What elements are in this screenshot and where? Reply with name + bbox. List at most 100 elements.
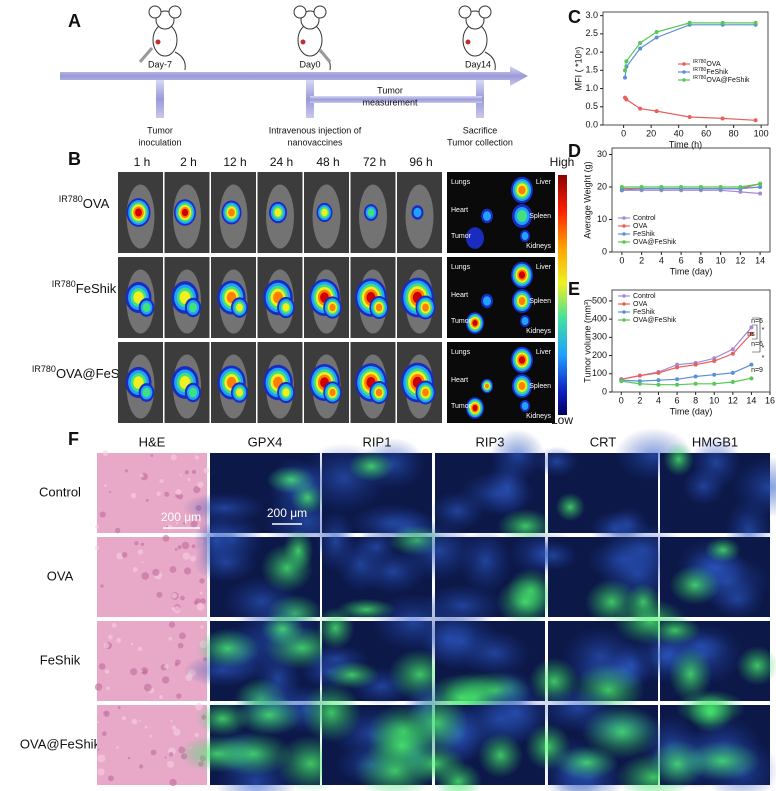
data-point <box>720 20 725 25</box>
he-texture <box>121 716 126 721</box>
data-point <box>637 381 642 386</box>
if-green <box>300 682 362 743</box>
y-tick-label: 2.0 <box>585 46 598 56</box>
if-blue <box>460 630 530 677</box>
he-texture <box>140 542 145 547</box>
signal <box>282 303 290 312</box>
he-texture <box>97 748 100 751</box>
if-blue <box>315 509 356 573</box>
signal <box>485 383 489 389</box>
he-texture <box>141 561 144 564</box>
legend-marker <box>622 302 626 306</box>
time-label: 96 h <box>409 155 432 169</box>
legend-name: FeShik <box>706 69 728 76</box>
he-texture <box>116 552 124 560</box>
group-prefix: IR780 <box>59 194 83 204</box>
organ-label: Lungs <box>451 264 471 271</box>
legend-label: IR780OVA <box>693 59 721 68</box>
he-texture <box>168 621 176 628</box>
data-point <box>738 189 743 194</box>
time-label: 48 h <box>316 155 339 169</box>
data-point <box>758 185 763 189</box>
data-point <box>656 378 661 383</box>
data-point <box>675 382 680 387</box>
signal <box>472 319 478 327</box>
y-tick-label: 1.5 <box>585 65 598 75</box>
y-tick-label: 100 <box>592 368 607 378</box>
he-texture <box>156 591 163 598</box>
x-axis-label: Time (h) <box>669 139 702 149</box>
he-texture <box>193 600 198 605</box>
he-texture <box>190 520 198 528</box>
data-point <box>730 347 735 352</box>
signal <box>181 208 189 217</box>
panel-label: D <box>568 141 581 161</box>
organ-frame <box>447 172 555 253</box>
x-axis-label: Time (day) <box>670 406 713 416</box>
annotation: n=6 <box>751 341 763 348</box>
x-tick-label: 4 <box>659 255 664 265</box>
he-texture <box>111 622 117 628</box>
he-texture <box>101 731 107 737</box>
legend-marker <box>622 310 626 314</box>
signal <box>142 387 151 398</box>
y-axis-label: Average Weight (g) <box>582 161 592 238</box>
series-line <box>621 364 752 382</box>
y-tick-label: 2.5 <box>585 28 598 38</box>
he-texture <box>117 706 121 710</box>
signal <box>282 388 290 397</box>
he-texture <box>104 711 108 715</box>
he-texture <box>107 775 115 782</box>
annotation: * <box>762 327 765 334</box>
he-texture <box>191 469 197 474</box>
signal <box>236 388 243 397</box>
he-texture <box>130 642 134 646</box>
he-texture <box>140 667 149 675</box>
he-texture <box>144 725 148 729</box>
data-point <box>654 30 659 35</box>
legend-prefix: IR780 <box>693 67 707 73</box>
mouse-ear <box>168 5 182 19</box>
mouse-ear <box>293 5 307 19</box>
mouse-head <box>155 10 175 30</box>
group-name: OVA <box>83 196 110 211</box>
if-green <box>663 442 695 477</box>
he-texture <box>95 524 99 529</box>
he-texture <box>98 663 106 670</box>
legend-label: OVA@FeShik <box>633 239 677 246</box>
event-label: Intravenous injection of <box>269 125 362 135</box>
x-tick-label: 14 <box>755 255 765 265</box>
legend-label: OVA@FeShik <box>633 317 677 324</box>
signal <box>142 302 151 313</box>
if-green <box>687 693 734 733</box>
he-texture <box>168 636 173 641</box>
he-texture <box>199 598 206 605</box>
if-green <box>736 645 776 686</box>
he-texture <box>130 492 137 499</box>
he-texture <box>138 719 141 722</box>
legend-marker <box>622 232 626 236</box>
group-prefix: IR780 <box>52 279 76 289</box>
he-texture <box>174 547 178 551</box>
data-point <box>738 185 743 189</box>
x-tick-label: 0 <box>619 395 624 405</box>
data-point <box>659 185 664 189</box>
organ-label: Liver <box>536 179 552 186</box>
he-texture <box>171 725 177 730</box>
signal <box>521 317 529 325</box>
signal <box>518 297 526 305</box>
group-name: OVA@FeShik <box>56 366 137 381</box>
signal <box>321 208 328 217</box>
event-label: nanovaccines <box>287 137 343 147</box>
plot-frame <box>611 289 771 393</box>
series-line <box>624 24 756 78</box>
series-line <box>624 22 756 71</box>
he-texture <box>104 484 108 488</box>
signal <box>518 356 526 364</box>
color-bar-label: High <box>550 155 575 169</box>
he-texture <box>177 642 184 649</box>
data-point <box>730 379 735 384</box>
he-texture <box>102 450 109 456</box>
signal <box>228 208 235 217</box>
group-label: IR780OVA <box>59 194 110 211</box>
